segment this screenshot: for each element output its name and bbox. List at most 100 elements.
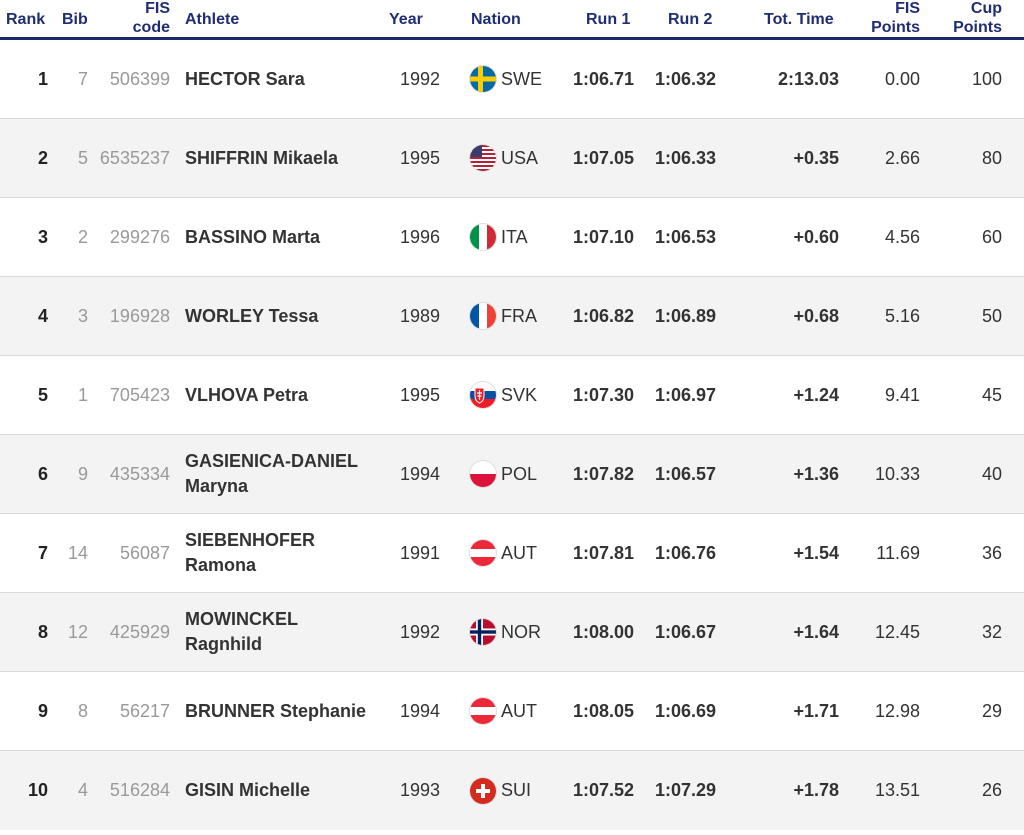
fis-code-cell: 425929 <box>109 621 170 642</box>
athlete-name-line1: SHIFFRIN Mikaela <box>185 147 339 168</box>
fis-code-cell: 6535237 <box>99 147 170 168</box>
athlete-cell[interactable]: BASSINO Marta <box>185 198 390 276</box>
tot-time-cell: +0.68 <box>793 305 839 326</box>
athlete-cell[interactable]: HECTOR Sara <box>185 40 390 118</box>
header-nation[interactable]: Nation <box>471 11 521 28</box>
athlete-cell[interactable]: MOWINCKEL Ragnhild <box>185 593 390 671</box>
run2-cell: 1:06.32 <box>654 68 716 89</box>
cup-points-cell: 50 <box>981 305 1002 326</box>
athlete-cell[interactable]: GISIN Michelle <box>185 751 390 830</box>
table-row[interactable]: 3 2 299276 BASSINO Marta 1996 ITA 1:07.1… <box>0 198 1024 277</box>
table-body: 1 7 506399 HECTOR Sara 1992 SWE 1:06.71 … <box>0 40 1024 830</box>
table-row[interactable]: 6 9 435334 GASIENICA-DANIEL Maryna 1994 … <box>0 435 1024 514</box>
cup-points-cell: 45 <box>981 384 1002 405</box>
athlete-name-line1: BRUNNER Stephanie <box>185 700 367 721</box>
athlete-cell[interactable]: SIEBENHOFER Ramona <box>185 514 390 592</box>
header-fis-points[interactable]: FIS Points <box>860 0 920 37</box>
nation-code: NOR <box>501 621 541 642</box>
table-row[interactable]: 7 14 56087 SIEBENHOFER Ramona 1991 AUT 1… <box>0 514 1024 593</box>
nation-code: AUT <box>501 542 537 563</box>
header-fis-code[interactable]: FIS code <box>132 0 170 37</box>
nation-code: SWE <box>501 68 543 89</box>
header-rank[interactable]: Rank <box>6 11 46 28</box>
header-run2[interactable]: Run 2 <box>668 11 713 28</box>
table-row[interactable]: 10 4 516284 GISIN Michelle 1993 SUI 1:07… <box>0 751 1024 830</box>
table-row[interactable]: 2 5 6535237 SHIFFRIN Mikaela 1995 USA 1:… <box>0 119 1024 198</box>
run1-cell: 1:08.00 <box>572 621 634 642</box>
header-bib[interactable]: Bib <box>62 11 88 28</box>
cup-points-cell: 29 <box>981 700 1002 721</box>
fis-points-cell: 11.69 <box>876 542 920 563</box>
run1-cell: 1:08.05 <box>572 700 634 721</box>
header-year[interactable]: Year <box>389 11 423 28</box>
header-run1[interactable]: Run 1 <box>586 11 631 28</box>
athlete-name-line1: SIEBENHOFER <box>185 530 316 550</box>
nation-cell: USA <box>470 119 560 197</box>
nation-code: SVK <box>501 384 538 405</box>
athlete-cell[interactable]: GASIENICA-DANIEL Maryna <box>185 435 390 513</box>
bib-cell: 1 <box>77 384 88 405</box>
tot-time-cell: +1.71 <box>793 700 839 721</box>
fis-points-cell: 5.16 <box>884 305 920 326</box>
bib-cell: 14 <box>67 542 88 563</box>
run2-cell: 1:06.76 <box>654 542 716 563</box>
bib-cell: 2 <box>77 226 88 247</box>
athlete-cell[interactable]: WORLEY Tessa <box>185 277 390 355</box>
nation-code: USA <box>501 147 539 168</box>
rank-cell: 5 <box>37 384 48 405</box>
run1-cell: 1:07.52 <box>572 780 634 800</box>
nation-code: SUI <box>501 780 532 800</box>
table-row[interactable]: 4 3 196928 WORLEY Tessa 1989 FRA 1:06.82… <box>0 277 1024 356</box>
swe-flag-icon <box>470 66 496 92</box>
header-fis-points-line2: Points <box>871 19 920 36</box>
fis-points-cell: 0.00 <box>884 68 920 89</box>
header-cup-points[interactable]: Cup Points <box>942 0 1002 37</box>
athlete-name-line1: GASIENICA-DANIEL <box>185 451 359 471</box>
fis-code-cell: 516284 <box>109 780 170 800</box>
nation-cell: SUI <box>470 751 560 830</box>
fis-code-cell: 506399 <box>109 68 170 89</box>
run1-cell: 1:07.82 <box>572 463 634 484</box>
header-athlete[interactable]: Athlete <box>185 11 240 28</box>
athlete-name-line2: Maryna <box>185 476 249 496</box>
cup-points-cell: 60 <box>981 226 1002 247</box>
run2-cell: 1:07.29 <box>654 780 716 800</box>
fis-points-cell: 12.45 <box>874 621 920 642</box>
nation-cell: NOR <box>470 593 560 671</box>
fis-code-cell: 299276 <box>109 226 170 247</box>
pol-flag-icon <box>470 461 496 487</box>
table-header: Rank Bib FIS code Athlete Year Nation Ru… <box>0 0 1024 40</box>
header-fis-code-line1: FIS <box>145 0 170 17</box>
tot-time-cell: +1.78 <box>793 780 839 800</box>
nor-flag-icon <box>470 619 496 645</box>
athlete-name-line2: Ramona <box>185 555 257 575</box>
fis-code-cell: 56217 <box>119 700 170 721</box>
bib-cell: 7 <box>77 68 88 89</box>
fis-points-cell: 10.33 <box>874 463 920 484</box>
nation-code: FRA <box>501 305 537 326</box>
tot-time-cell: +0.60 <box>793 226 839 247</box>
nation-cell: SVK <box>470 356 560 434</box>
aut-flag-icon <box>470 540 496 566</box>
athlete-name-line2: Ragnhild <box>185 634 262 654</box>
athlete-cell[interactable]: SHIFFRIN Mikaela <box>185 119 390 197</box>
table-row[interactable]: 1 7 506399 HECTOR Sara 1992 SWE 1:06.71 … <box>0 40 1024 119</box>
year-cell: 1995 <box>399 384 440 405</box>
athlete-cell[interactable]: VLHOVA Petra <box>185 356 390 434</box>
header-tot-time[interactable]: Tot. Time <box>764 11 834 28</box>
nation-cell: POL <box>470 435 560 513</box>
table-row[interactable]: 9 8 56217 BRUNNER Stephanie 1994 AUT 1:0… <box>0 672 1024 751</box>
rank-cell: 6 <box>37 463 48 484</box>
year-cell: 1994 <box>399 700 440 721</box>
run1-cell: 1:07.10 <box>572 226 634 247</box>
table-row[interactable]: 5 1 705423 VLHOVA Petra 1995 SVK 1:07.30… <box>0 356 1024 435</box>
tot-time-cell: +1.36 <box>793 463 839 484</box>
nation-cell: ITA <box>470 198 560 276</box>
rank-cell: 1 <box>37 68 48 89</box>
table-row[interactable]: 8 12 425929 MOWINCKEL Ragnhild 1992 NOR … <box>0 593 1024 672</box>
athlete-cell[interactable]: BRUNNER Stephanie <box>185 672 390 750</box>
cup-points-cell: 100 <box>971 68 1002 89</box>
year-cell: 1992 <box>399 68 440 89</box>
year-cell: 1993 <box>399 780 440 800</box>
tot-time-cell: +0.35 <box>793 147 839 168</box>
